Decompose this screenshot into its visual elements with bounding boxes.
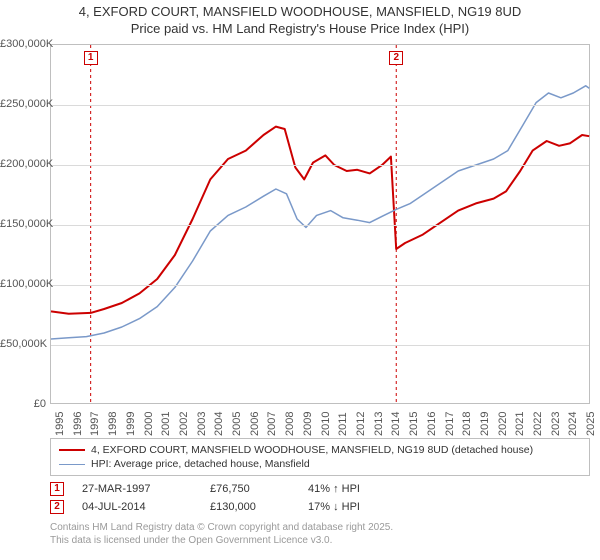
y-tick-label: £200,000K [0, 158, 46, 170]
x-tick-label: 2003 [196, 412, 208, 436]
x-tick-label: 2017 [444, 412, 456, 436]
trade-date: 27-MAR-1997 [82, 483, 192, 495]
x-tick-label: 1996 [72, 412, 84, 436]
y-tick-label: £50,000K [0, 338, 46, 350]
x-tick-label: 2014 [390, 412, 402, 436]
x-tick-label: 2006 [249, 412, 261, 436]
x-tick-label: 2025 [585, 412, 597, 436]
chart-marker-icon: 2 [389, 51, 403, 65]
x-tick-label: 2002 [178, 412, 190, 436]
gridline [51, 225, 589, 226]
trade-delta: 41% ↑ HPI [308, 483, 360, 495]
x-tick-label: 2011 [337, 412, 349, 436]
x-tick-label: 2000 [143, 412, 155, 436]
x-tick-label: 2018 [461, 412, 473, 436]
series-hpi [51, 86, 589, 339]
y-tick-label: £150,000K [0, 218, 46, 230]
x-tick-label: 2015 [408, 412, 420, 436]
x-tick-label: 2010 [320, 412, 332, 436]
x-tick-label: 2016 [426, 412, 438, 436]
line-chart: 12 [50, 44, 590, 404]
chart-marker-icon: 1 [84, 51, 98, 65]
x-tick-label: 1997 [89, 412, 101, 436]
gridline [51, 105, 589, 106]
x-tick-label: 2008 [284, 412, 296, 436]
attribution: Contains HM Land Registry data © Crown c… [50, 522, 590, 547]
legend-label-price-paid: 4, EXFORD COURT, MANSFIELD WOODHOUSE, MA… [91, 444, 533, 456]
attribution-line-1: Contains HM Land Registry data © Crown c… [50, 522, 590, 535]
trade-marker-icon: 2 [50, 500, 64, 514]
trade-delta: 17% ↓ HPI [308, 501, 360, 513]
legend-item-price-paid: 4, EXFORD COURT, MANSFIELD WOODHOUSE, MA… [59, 443, 581, 457]
chart-svg [51, 45, 589, 403]
title-line-2: Price paid vs. HM Land Registry's House … [8, 21, 592, 38]
legend-swatch-hpi [59, 464, 85, 465]
trade-price: £76,750 [210, 483, 290, 495]
chart-title-block: 4, EXFORD COURT, MANSFIELD WOODHOUSE, MA… [0, 0, 600, 40]
y-tick-label: £100,000K [0, 278, 46, 290]
trade-row: 2 04-JUL-2014 £130,000 17% ↓ HPI [50, 498, 590, 516]
legend-label-hpi: HPI: Average price, detached house, Mans… [91, 458, 310, 470]
x-tick-label: 2004 [213, 412, 225, 436]
x-tick-label: 2023 [550, 412, 562, 436]
trades-table: 1 27-MAR-1997 £76,750 41% ↑ HPI 2 04-JUL… [50, 480, 590, 516]
x-tick-label: 2009 [302, 412, 314, 436]
x-tick-label: 2013 [373, 412, 385, 436]
x-tick-label: 1998 [107, 412, 119, 436]
legend-swatch-price-paid [59, 449, 85, 451]
x-tick-label: 2020 [497, 412, 509, 436]
x-tick-label: 1999 [125, 412, 137, 436]
x-tick-label: 2012 [355, 412, 367, 436]
x-tick-label: 2019 [479, 412, 491, 436]
trade-row: 1 27-MAR-1997 £76,750 41% ↑ HPI [50, 480, 590, 498]
y-tick-label: £300,000K [0, 38, 46, 50]
y-tick-label: £0 [0, 398, 46, 410]
trade-price: £130,000 [210, 501, 290, 513]
x-tick-label: 2024 [567, 412, 579, 436]
x-tick-label: 2022 [532, 412, 544, 436]
gridline [51, 285, 589, 286]
trade-marker-icon: 1 [50, 482, 64, 496]
legend: 4, EXFORD COURT, MANSFIELD WOODHOUSE, MA… [50, 438, 590, 476]
x-tick-label: 2021 [514, 412, 526, 436]
x-tick-label: 2005 [231, 412, 243, 436]
gridline [51, 165, 589, 166]
x-tick-label: 2007 [266, 412, 278, 436]
trade-date: 04-JUL-2014 [82, 501, 192, 513]
x-tick-label: 2001 [160, 412, 172, 436]
legend-item-hpi: HPI: Average price, detached house, Mans… [59, 457, 581, 471]
title-line-1: 4, EXFORD COURT, MANSFIELD WOODHOUSE, MA… [8, 4, 592, 21]
gridline [51, 345, 589, 346]
x-tick-label: 1995 [54, 412, 66, 436]
attribution-line-2: This data is licensed under the Open Gov… [50, 535, 590, 548]
y-tick-label: £250,000K [0, 98, 46, 110]
